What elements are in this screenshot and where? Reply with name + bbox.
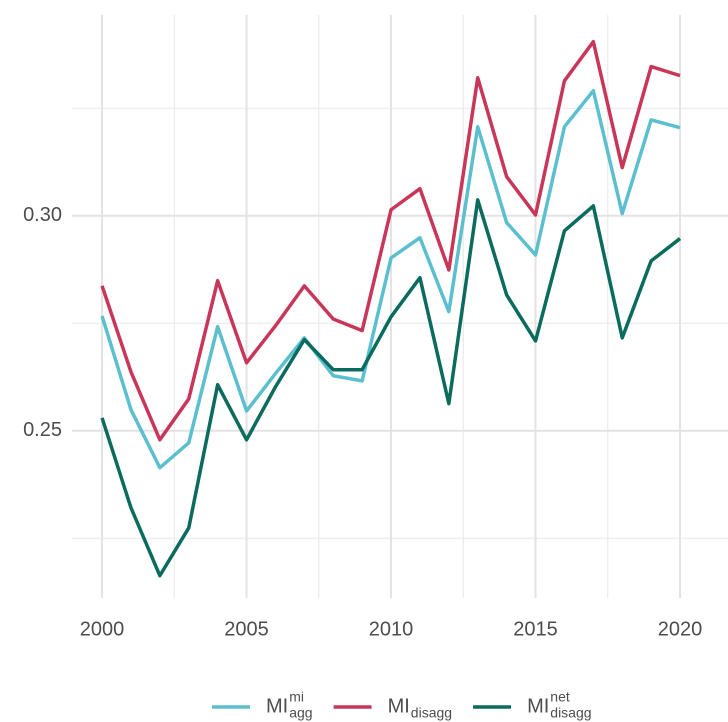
- legend-label: MI: [527, 695, 549, 717]
- series-line: [100, 39, 681, 442]
- x-tick-label: 2010: [369, 618, 414, 640]
- series-line: [100, 88, 681, 470]
- legend-entry: MI disagg: [388, 695, 452, 720]
- legend-label: MI: [266, 695, 288, 717]
- x-tick-label: 2000: [80, 618, 125, 640]
- x-tick-label: 2020: [658, 618, 703, 640]
- legend-subscript: disagg: [550, 705, 591, 721]
- series-line: [100, 198, 682, 578]
- y-tick-label: 0.30: [23, 204, 62, 226]
- x-tick-label: 2015: [513, 618, 558, 640]
- legend-subscript: agg: [289, 705, 312, 721]
- x-tick-label: 2005: [224, 618, 269, 640]
- legend-subscript: disagg: [411, 705, 452, 721]
- legend-superscript: net: [550, 689, 570, 705]
- y-tick-label: 0.25: [23, 419, 62, 441]
- legend-label: MI: [388, 695, 410, 717]
- legend-superscript: mi: [289, 689, 304, 705]
